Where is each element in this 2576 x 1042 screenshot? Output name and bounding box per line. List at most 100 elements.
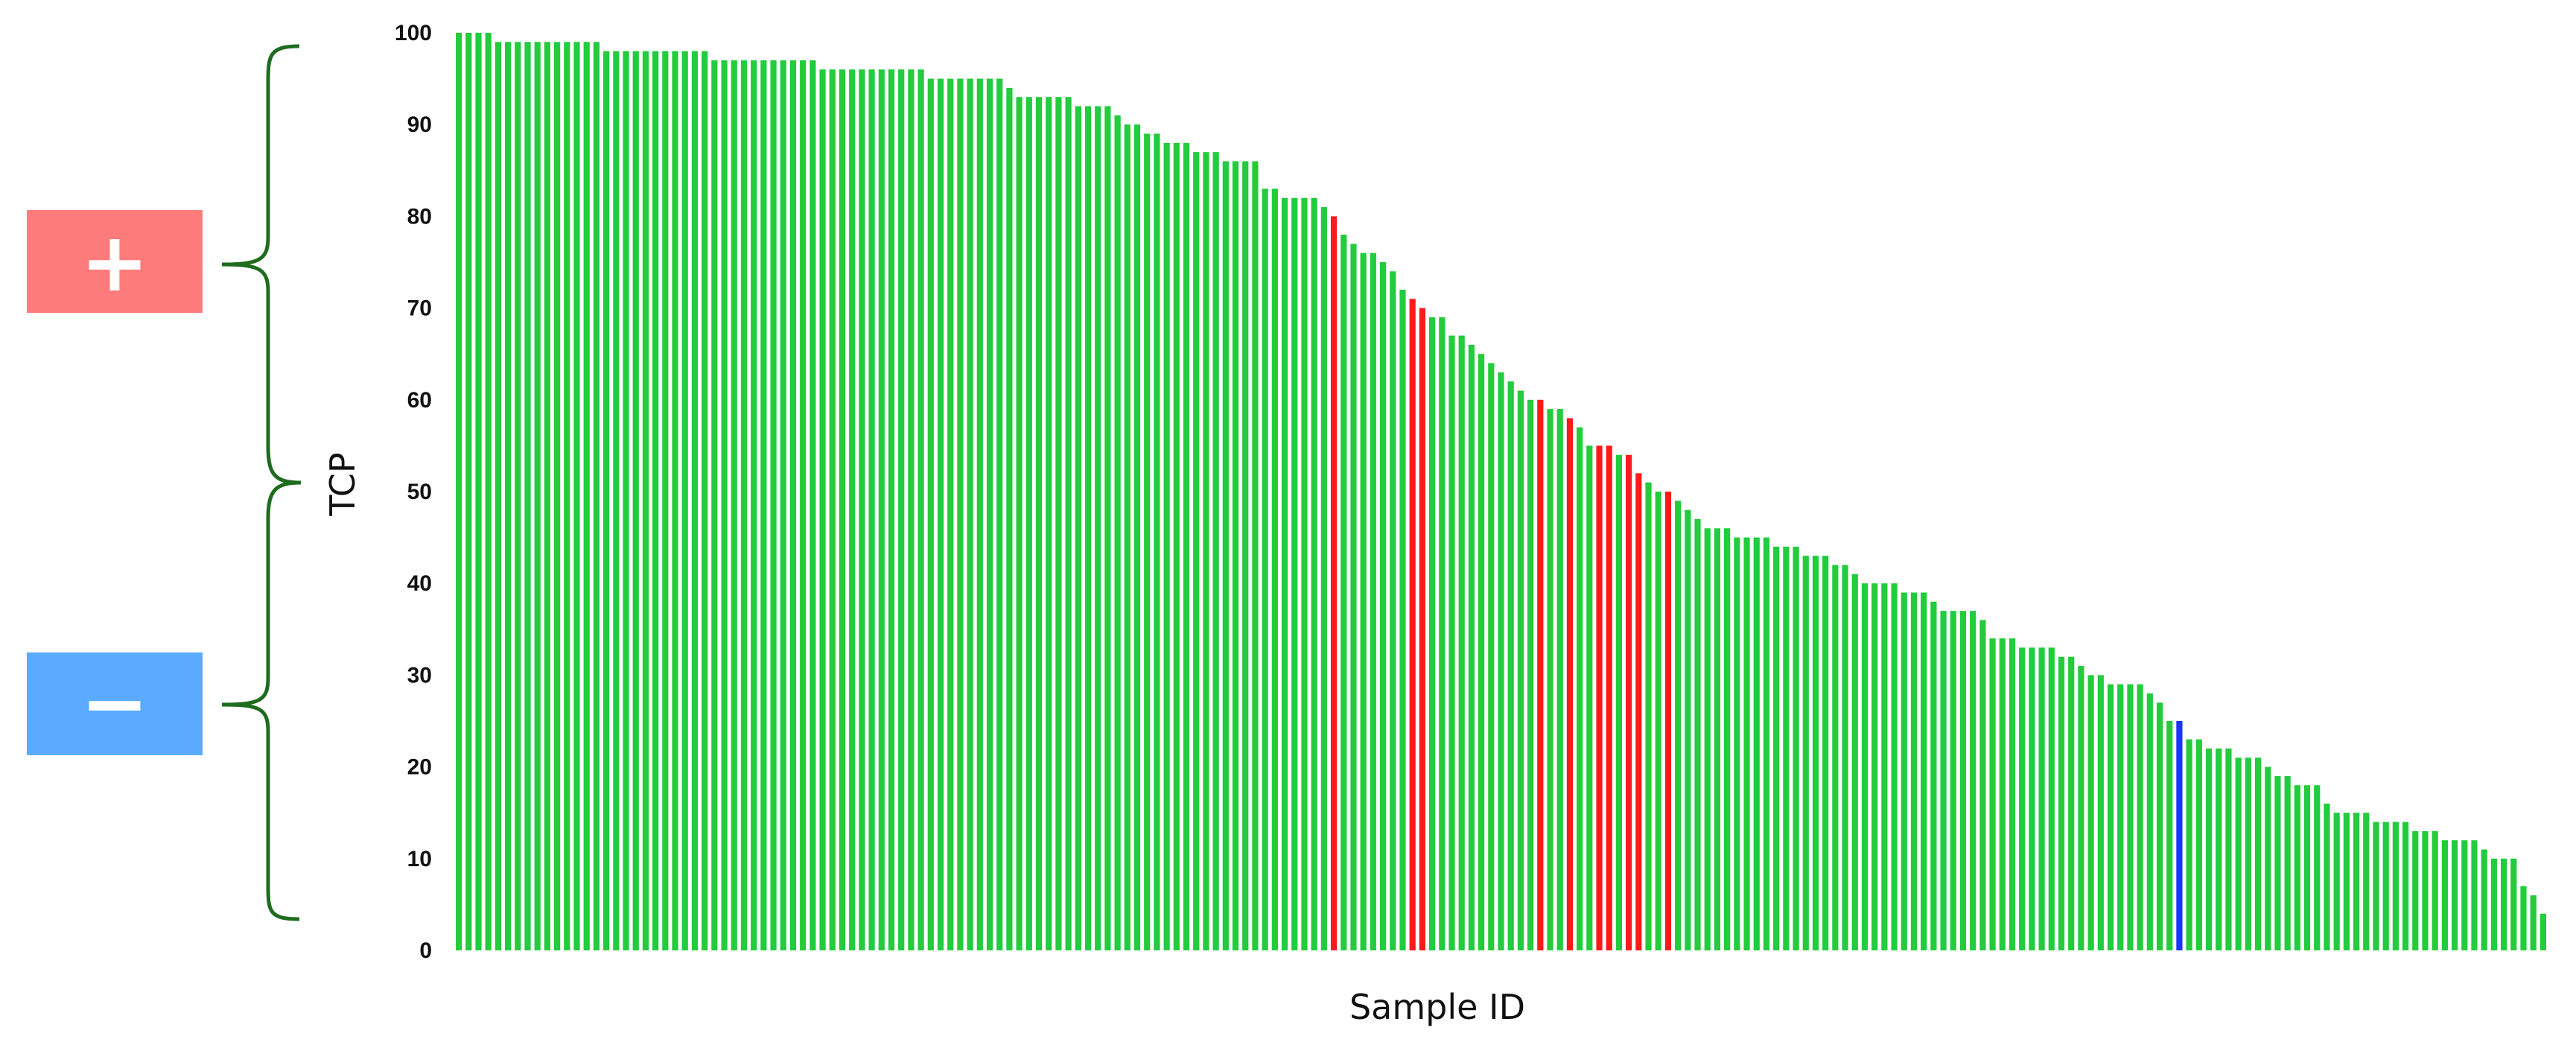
bar <box>1488 363 1495 950</box>
bar <box>2078 666 2084 950</box>
bar <box>593 42 600 951</box>
bar <box>976 78 983 951</box>
bar <box>1586 445 1593 950</box>
bar <box>751 60 757 951</box>
bar <box>2166 721 2173 950</box>
bar <box>2441 840 2448 950</box>
bar <box>1025 97 1032 951</box>
bar <box>927 78 934 951</box>
bar <box>465 33 472 950</box>
bar <box>917 69 924 950</box>
bar <box>996 78 1003 951</box>
bar <box>1173 142 1180 951</box>
bar <box>1095 106 1101 950</box>
bar <box>613 51 620 950</box>
bar <box>1851 574 1858 950</box>
bar <box>662 51 669 950</box>
bar <box>544 42 551 951</box>
y-tick-label: 10 <box>407 847 432 871</box>
bar <box>770 60 777 951</box>
bar <box>691 51 699 950</box>
bar <box>2432 830 2438 950</box>
bar <box>681 51 688 950</box>
bar <box>1999 638 2006 950</box>
bar <box>1379 262 1387 950</box>
bar <box>1812 556 1819 950</box>
bar <box>1065 97 1072 951</box>
bar <box>1822 556 1829 950</box>
bar <box>1163 142 1170 951</box>
bar <box>524 42 531 951</box>
bar <box>908 69 915 950</box>
bar <box>534 42 541 951</box>
bar <box>2324 803 2330 950</box>
bar <box>2363 813 2370 950</box>
y-tick-label: 30 <box>407 663 432 687</box>
bar <box>2235 757 2242 950</box>
bar <box>789 60 797 951</box>
bar <box>1959 611 1967 950</box>
bar <box>967 78 973 951</box>
bar <box>1301 197 1308 950</box>
bar <box>1685 509 1691 950</box>
bar <box>1458 335 1465 950</box>
bar <box>780 60 786 951</box>
y-tick-label: 80 <box>407 204 432 229</box>
y-tick-labels: 0 10 20 30 40 50 60 70 80 90 100 <box>395 21 432 963</box>
bar <box>829 69 836 950</box>
bar <box>2471 840 2478 950</box>
bar-highlight-blue <box>2176 721 2183 950</box>
bar <box>505 42 512 951</box>
bar <box>1291 197 1298 950</box>
bar-highlight-red <box>1626 454 1632 950</box>
bar <box>1183 142 1190 951</box>
bar <box>2195 739 2202 950</box>
bar <box>1478 354 1485 950</box>
bar <box>1714 528 1721 950</box>
bar-highlight-red <box>1606 445 1612 950</box>
bar <box>554 42 561 951</box>
bar <box>1055 97 1062 951</box>
bar <box>1517 390 1524 950</box>
bar <box>1439 317 1446 950</box>
bar <box>1556 409 1563 950</box>
bar <box>849 69 856 950</box>
y-tick-label: 50 <box>407 480 432 504</box>
bar <box>2540 913 2546 950</box>
bar <box>2343 813 2350 950</box>
bar <box>1793 546 1799 950</box>
bar <box>1901 592 1907 950</box>
bar <box>652 51 659 950</box>
bar <box>2186 739 2192 950</box>
bar <box>2402 822 2409 950</box>
bar <box>623 51 629 950</box>
bar <box>1498 372 1504 951</box>
bar <box>937 78 944 951</box>
bar <box>1006 87 1013 950</box>
bar <box>2038 647 2045 950</box>
bar-highlight-red <box>1566 418 1573 950</box>
bar <box>2412 830 2419 950</box>
bar-highlight-red <box>1596 445 1603 950</box>
y-tick-label: 20 <box>407 755 432 780</box>
bar <box>1930 601 1937 950</box>
bar <box>2146 693 2153 950</box>
bar <box>2284 775 2291 950</box>
bar <box>800 60 807 951</box>
bar <box>2216 748 2222 950</box>
bar <box>1881 583 1888 950</box>
bar <box>564 42 570 951</box>
bar <box>2245 757 2251 950</box>
bar <box>2068 656 2075 950</box>
bar <box>721 60 728 951</box>
bar-highlight-red <box>1409 299 1416 950</box>
bar-highlight-red <box>1635 473 1642 950</box>
bar <box>485 33 492 950</box>
bar <box>1577 427 1583 950</box>
bar <box>868 69 875 950</box>
plus-box <box>27 210 203 313</box>
bars <box>456 33 2546 951</box>
bar <box>1871 583 1878 950</box>
bar <box>573 42 580 951</box>
